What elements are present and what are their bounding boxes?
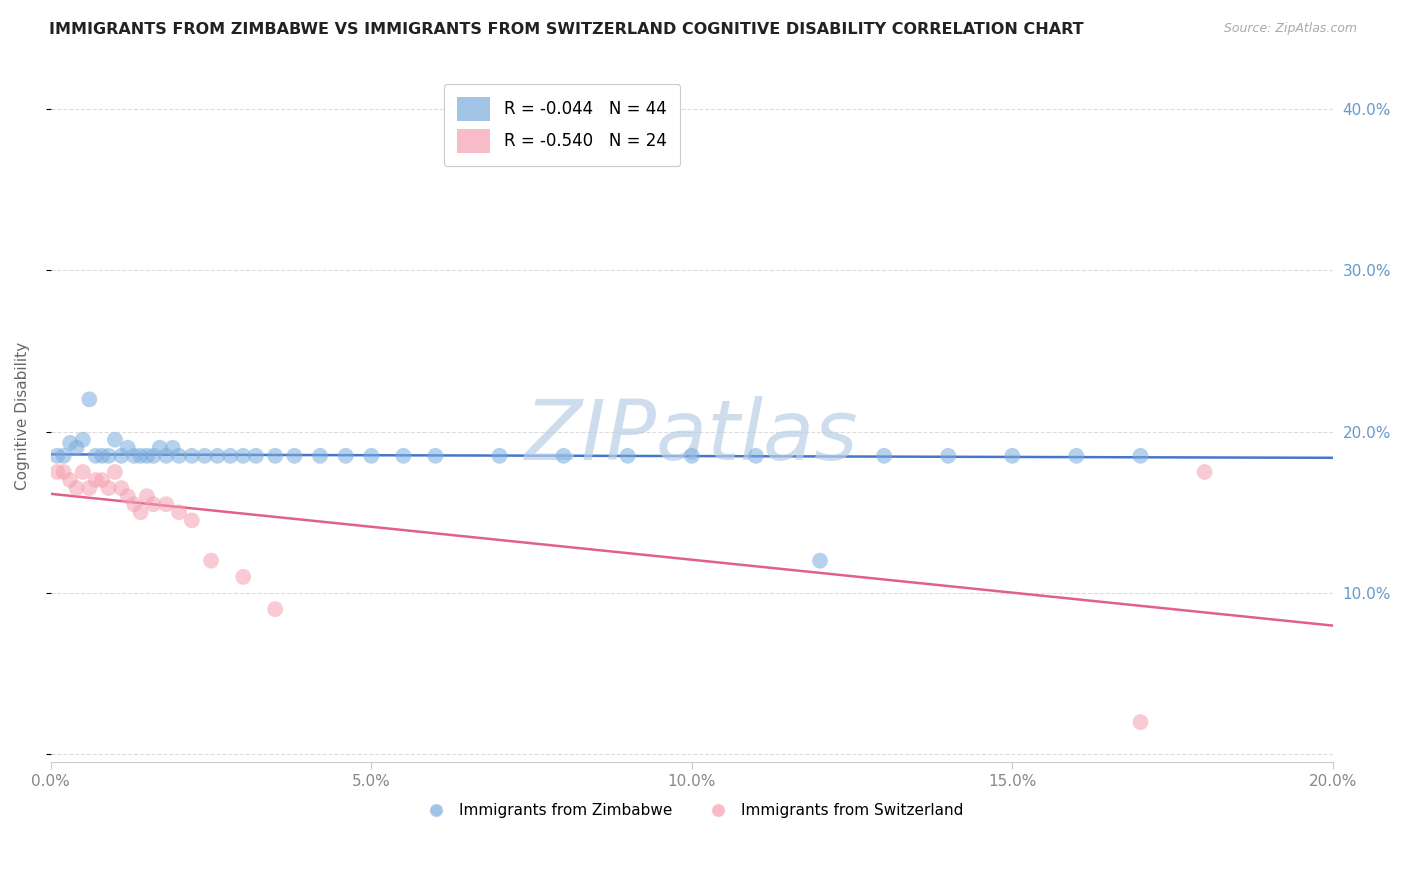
- Point: [425, 449, 447, 463]
- Point: [488, 449, 510, 463]
- Point: [149, 441, 172, 455]
- Y-axis label: Cognitive Disability: Cognitive Disability: [15, 342, 30, 490]
- Point: [681, 449, 703, 463]
- Point: [142, 497, 165, 511]
- Point: [110, 481, 132, 495]
- Point: [46, 449, 69, 463]
- Point: [122, 497, 145, 511]
- Point: [72, 465, 94, 479]
- Point: [155, 449, 177, 463]
- Point: [117, 441, 139, 455]
- Point: [264, 602, 287, 616]
- Point: [84, 473, 107, 487]
- Point: [207, 449, 229, 463]
- Point: [97, 449, 120, 463]
- Point: [1129, 449, 1152, 463]
- Point: [194, 449, 217, 463]
- Point: [52, 449, 75, 463]
- Point: [392, 449, 415, 463]
- Point: [117, 489, 139, 503]
- Point: [46, 465, 69, 479]
- Point: [360, 449, 382, 463]
- Point: [122, 449, 145, 463]
- Point: [104, 433, 127, 447]
- Point: [104, 465, 127, 479]
- Point: [72, 433, 94, 447]
- Point: [200, 554, 222, 568]
- Point: [79, 481, 101, 495]
- Point: [129, 449, 152, 463]
- Point: [162, 441, 184, 455]
- Point: [1066, 449, 1088, 463]
- Point: [52, 465, 75, 479]
- Point: [232, 570, 254, 584]
- Point: [335, 449, 357, 463]
- Point: [79, 392, 101, 407]
- Point: [136, 489, 159, 503]
- Point: [1129, 715, 1152, 730]
- Point: [91, 473, 114, 487]
- Point: [232, 449, 254, 463]
- Point: [155, 497, 177, 511]
- Point: [808, 554, 831, 568]
- Point: [219, 449, 242, 463]
- Point: [616, 449, 638, 463]
- Point: [936, 449, 959, 463]
- Point: [553, 449, 575, 463]
- Point: [65, 441, 87, 455]
- Point: [1194, 465, 1216, 479]
- Point: [745, 449, 768, 463]
- Point: [59, 473, 82, 487]
- Point: [264, 449, 287, 463]
- Point: [167, 505, 190, 519]
- Point: [1001, 449, 1024, 463]
- Point: [91, 449, 114, 463]
- Point: [97, 481, 120, 495]
- Point: [142, 449, 165, 463]
- Point: [180, 449, 202, 463]
- Point: [110, 449, 132, 463]
- Text: Source: ZipAtlas.com: Source: ZipAtlas.com: [1223, 22, 1357, 36]
- Text: IMMIGRANTS FROM ZIMBABWE VS IMMIGRANTS FROM SWITZERLAND COGNITIVE DISABILITY COR: IMMIGRANTS FROM ZIMBABWE VS IMMIGRANTS F…: [49, 22, 1084, 37]
- Point: [873, 449, 896, 463]
- Point: [59, 436, 82, 450]
- Point: [129, 505, 152, 519]
- Point: [65, 481, 87, 495]
- Point: [84, 449, 107, 463]
- Point: [136, 449, 159, 463]
- Point: [283, 449, 305, 463]
- Legend: Immigrants from Zimbabwe, Immigrants from Switzerland: Immigrants from Zimbabwe, Immigrants fro…: [415, 797, 969, 824]
- Point: [180, 513, 202, 527]
- Point: [309, 449, 332, 463]
- Point: [245, 449, 267, 463]
- Point: [167, 449, 190, 463]
- Text: ZIPatlas: ZIPatlas: [524, 396, 859, 477]
